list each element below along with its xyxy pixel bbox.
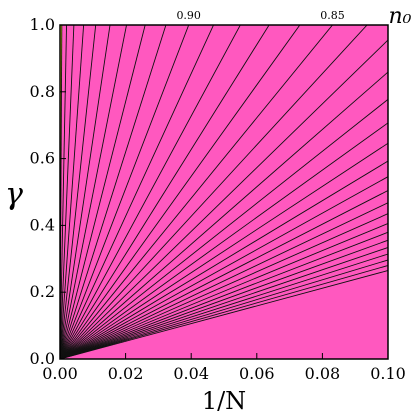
x-tick-label: 0.10 — [370, 364, 406, 383]
y-tick-label: 0.0 — [30, 349, 55, 368]
z-axis-label: n₀ — [389, 4, 412, 29]
plot-frame — [59, 24, 389, 360]
y-tick-label: 0.8 — [30, 82, 55, 101]
y-tick-label: 1.0 — [30, 15, 55, 34]
y-tick-label: 0.4 — [30, 215, 55, 234]
x-axis-label: 1/N — [202, 387, 246, 414]
x-tick-label: 0.04 — [173, 364, 209, 383]
y-tick-label: 0.2 — [30, 282, 55, 301]
x-tick-label: 0.08 — [305, 364, 341, 383]
top-contour-label: 0.90 — [176, 9, 201, 22]
x-axis-ticks: 0.00 0.02 0.04 0.06 0.08 0.10 — [42, 353, 406, 383]
y-tick-label: 0.6 — [30, 149, 55, 168]
y-axis-ticks: 0.0 0.2 0.4 0.6 0.8 1.0 — [30, 15, 66, 368]
top-contour-labels: 0.700.800.850.90 — [176, 9, 345, 22]
top-contour-label: 0.85 — [320, 9, 345, 22]
x-tick-label: 0.02 — [108, 364, 144, 383]
x-tick-label: 0.00 — [42, 364, 78, 383]
x-tick-label: 0.06 — [239, 364, 275, 383]
y-axis-label: γ — [5, 177, 23, 212]
